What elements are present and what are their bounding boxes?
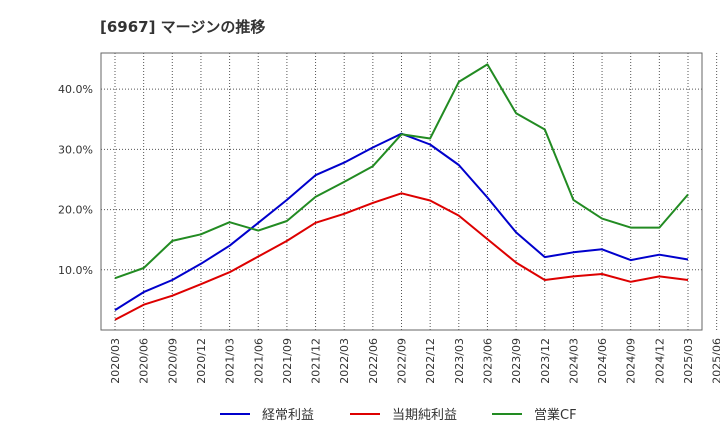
x-tick-label: 2025/03 [682, 338, 695, 384]
x-tick-label: 2021/06 [252, 338, 265, 384]
plot-border [100, 52, 703, 331]
x-tick-label: 2022/12 [424, 338, 437, 384]
x-tick-label: 2023/03 [453, 338, 466, 384]
x-tick-label: 2025/06 [711, 338, 720, 384]
y-tick-label: 20.0% [58, 204, 93, 217]
x-tick-label: 2021/09 [281, 338, 294, 384]
x-tick-label: 2024/06 [596, 338, 609, 384]
y-tick-label: 30.0% [58, 143, 93, 156]
x-tick-label: 2020/03 [109, 338, 122, 384]
legend-label: 当期純利益 [392, 408, 457, 423]
x-tick-label: 2020/12 [195, 338, 208, 384]
x-tick-label: 2020/06 [138, 338, 151, 384]
series-line-3 [114, 63, 689, 280]
x-tick-label: 2023/12 [539, 338, 552, 384]
legend-label: 経常利益 [262, 408, 314, 423]
x-tick-label: 2022/03 [338, 338, 351, 384]
y-tick-label: 40.0% [58, 83, 93, 96]
x-tick-label: 2020/09 [166, 338, 179, 384]
x-tick-label: 2023/09 [510, 338, 523, 384]
x-tick-label: 2021/12 [310, 338, 323, 384]
y-tick-label: 10.0% [58, 264, 93, 277]
x-tick-label: 2024/03 [567, 338, 580, 384]
x-tick-label: 2022/09 [396, 338, 409, 384]
chart-title: [6967] マージンの推移 [100, 18, 266, 36]
x-tick-label: 2021/03 [224, 338, 237, 384]
x-tick-label: 2023/06 [481, 338, 494, 384]
legend-label: 営業CF [534, 407, 577, 423]
x-tick-label: 2024/09 [625, 338, 638, 384]
x-tick-label: 2024/12 [653, 338, 666, 384]
x-tick-label: 2022/06 [367, 338, 380, 384]
series-line-2 [114, 192, 689, 321]
